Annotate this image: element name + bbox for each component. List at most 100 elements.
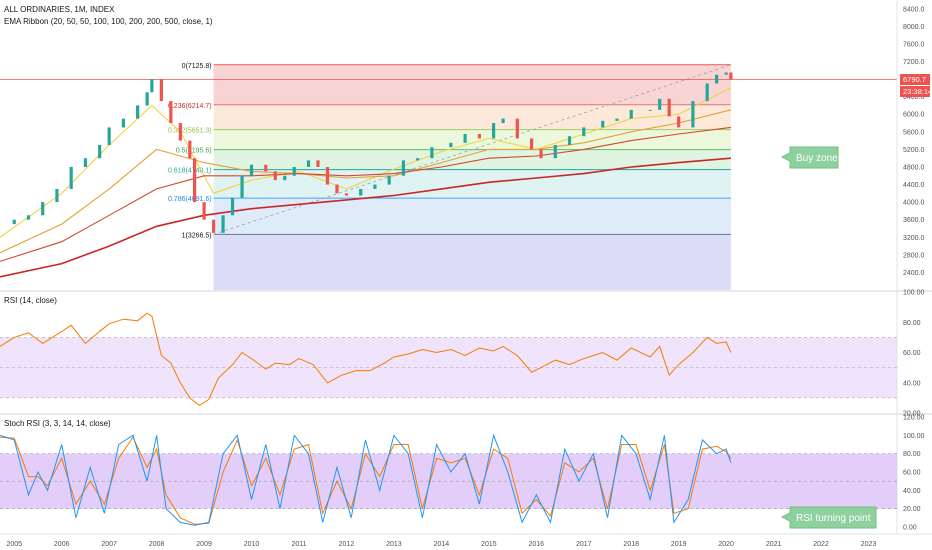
candle: [12, 219, 16, 225]
price-tick-label: 4400.0: [903, 182, 925, 189]
candle: [188, 140, 192, 159]
candle: [629, 109, 633, 119]
candle: [705, 83, 709, 102]
stoch-tick-label: 20.00: [903, 506, 921, 513]
rsi-band: [0, 337, 897, 398]
price-tick-label: 8000.0: [903, 24, 925, 31]
rsi-tick-label: 100.00: [903, 290, 925, 297]
rsi-scale[interactable]: 100.00 80.00 60.00 40.00 20.00: [903, 290, 925, 418]
time-tick-label: 2011: [291, 541, 306, 548]
rsi-tick-label: 80.00: [903, 320, 921, 327]
ema-line: [0, 109, 732, 254]
candle: [449, 142, 453, 148]
fib-level-label: 0.786(4091.6): [168, 196, 212, 203]
time-tick-label: 2015: [481, 541, 497, 548]
candle: [667, 98, 671, 117]
fib-level-label: 0.5(5195.6): [176, 148, 212, 155]
candle: [615, 118, 619, 121]
rsi-tick-label: 20.00: [903, 411, 921, 418]
candle: [107, 127, 111, 145]
time-tick-label: 2022: [813, 541, 829, 548]
candle: [344, 193, 349, 196]
ema-line: [0, 87, 732, 238]
candle: [491, 123, 496, 139]
price-tick-label: 3200.0: [903, 235, 925, 242]
rsi-tick-label: 60.00: [903, 350, 921, 357]
time-tick-label: 2023: [861, 541, 877, 548]
stoch-tick-label: 0.00: [903, 525, 917, 532]
candle: [463, 134, 467, 143]
last-price-badge: [900, 74, 930, 85]
stoch-d-line: [0, 436, 732, 525]
fib-level-label: 1(3266.5): [182, 232, 212, 239]
buy-zone-callout[interactable]: Buy zone: [780, 146, 839, 169]
price-scale[interactable]: 8400.08000.07600.07200.06800.06400.06000…: [903, 6, 925, 277]
candle: [582, 127, 586, 137]
candle: [221, 215, 225, 233]
time-tick-label: 2020: [718, 541, 734, 548]
candle: [230, 197, 235, 216]
fib-zone: [213, 129, 731, 150]
buy-zone-label: Buy zone: [796, 153, 838, 164]
candle: [553, 145, 557, 159]
candle: [240, 175, 244, 198]
stoch-tick-label: 40.00: [903, 488, 921, 495]
candle: [430, 147, 434, 159]
rsi-panel[interactable]: [0, 312, 897, 407]
candle: [648, 109, 652, 111]
time-tick-label: 2010: [244, 541, 260, 548]
indicator-title: EMA Ribbon (20, 50, 50, 100, 100, 200, 2…: [4, 17, 213, 26]
stoch-title: Stoch RSI (3, 3, 14, 14, close): [4, 419, 111, 428]
candle: [273, 171, 277, 181]
candle: [169, 101, 173, 124]
rsi-tick-label: 40.00: [903, 380, 921, 387]
time-tick-label: 2009: [196, 541, 212, 548]
candle: [316, 160, 320, 167]
rsi-line: [0, 312, 732, 407]
fib-trend-line: [213, 64, 732, 235]
time-tick-label: 2005: [6, 541, 22, 548]
time-tick-label: 2012: [339, 541, 355, 548]
candle: [249, 164, 254, 176]
time-tick-label: 2016: [529, 541, 545, 548]
price-series: [12, 72, 733, 233]
price-panel[interactable]: 0(7125.8) 0.236(6214.7) 0.382(5651.3) 0.5(5…: [0, 63, 897, 290]
time-tick-label: 2006: [54, 541, 70, 548]
ema-line: [0, 126, 731, 262]
candle: [387, 175, 391, 185]
candle: [98, 145, 102, 159]
rsi-turning-label: RSI turning point: [796, 513, 871, 524]
time-scale[interactable]: 2005 2006 2007 2008 2009 2010 2011 2012 2013 2014…: [6, 541, 876, 548]
candle: [136, 105, 140, 119]
candle: [264, 164, 268, 172]
candle: [501, 118, 505, 124]
time-tick-label: 2018: [623, 541, 639, 548]
fib-level-label: 0(7125.8): [182, 63, 212, 70]
fib-zone: [213, 198, 731, 235]
fib-zone: [213, 64, 731, 105]
rsi-turning-callout[interactable]: RSI turning point: [780, 506, 877, 529]
candle: [211, 219, 216, 233]
time-tick-label: 2007: [101, 541, 117, 548]
price-tick-label: 8400.0: [903, 6, 925, 13]
candle: [529, 138, 534, 150]
candle: [283, 175, 287, 181]
time-tick-label: 2021: [766, 541, 782, 548]
fibonacci-retracement[interactable]: 0(7125.8) 0.236(6214.7) 0.382(5651.3) 0.5(5…: [0, 63, 897, 290]
candle: [416, 158, 420, 161]
stoch-scale[interactable]: 120.00 100.00 80.00 60.00 40.00 20.00 0.00: [903, 415, 925, 532]
candle: [601, 120, 605, 128]
stoch-tick-label: 100.00: [903, 433, 925, 440]
candle: [121, 118, 125, 128]
candle: [69, 166, 73, 189]
stoch-rsi-panel[interactable]: [0, 433, 897, 526]
price-tick-label: 4000.0: [903, 200, 925, 207]
candle: [658, 98, 662, 110]
stoch-tick-label: 80.00: [903, 451, 921, 458]
fib-zone: [213, 234, 731, 290]
price-tick-label: 6400.0: [903, 94, 925, 101]
candle: [150, 79, 154, 93]
time-tick-label: 2017: [576, 541, 592, 548]
fib-level-label: 0.382(5651.3): [168, 128, 212, 135]
